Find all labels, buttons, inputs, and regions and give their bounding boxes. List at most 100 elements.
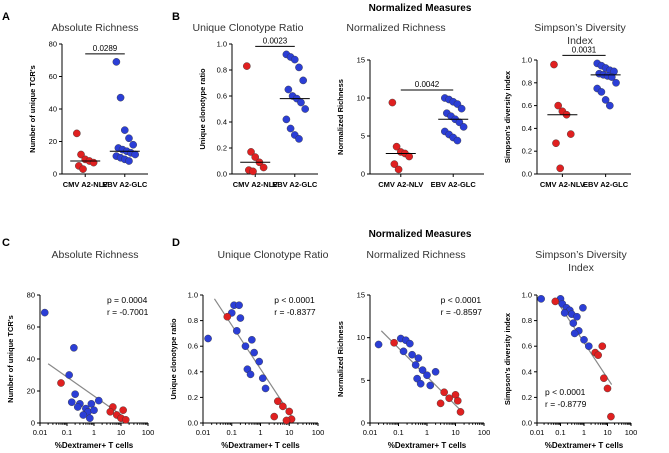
- y-axis-label: Number of unique TCR's: [28, 65, 37, 153]
- y-tick-label: 15: [357, 291, 365, 300]
- ebv-data-point: [284, 85, 293, 94]
- category-label: CMV A2-NLV: [378, 180, 423, 189]
- ebv-data-point: [570, 329, 579, 338]
- ebv-data-point: [125, 134, 133, 143]
- bottom-section-title: Normalized Measures: [369, 229, 472, 240]
- ebv-data-point: [79, 411, 88, 419]
- x-tick-label: 0.01: [530, 428, 545, 437]
- panel-b-normalized-richness: Normalized Richness 0 5 10 15 Normalized Rich…: [336, 22, 484, 189]
- cmv-data-point: [436, 399, 445, 408]
- ebv-data-point: [70, 343, 78, 352]
- y-tick-label: 1.0: [522, 291, 532, 300]
- cmv-data-point: [456, 408, 465, 416]
- y-tick-label: 0.0: [217, 170, 227, 179]
- cmv-data-point: [243, 62, 251, 70]
- ebv-data-point: [301, 105, 309, 113]
- ebv-data-point: [235, 301, 243, 310]
- cmv-data-point: [552, 139, 560, 148]
- ebv-data-point: [65, 371, 73, 379]
- x-tick-label: 100: [478, 428, 491, 437]
- x-tick-label: 0.01: [33, 428, 48, 437]
- category-label: EBV A2-GLC: [431, 180, 477, 189]
- ebv-data-point: [258, 374, 267, 383]
- ebv-data-point: [411, 361, 420, 369]
- ebv-data-point: [236, 314, 245, 322]
- x-tick-label: 100: [142, 428, 155, 437]
- y-tick-label: 10: [357, 94, 365, 103]
- panel-title: Index: [567, 35, 593, 47]
- cmv-data-point: [259, 163, 268, 172]
- y-tick-label: 0.6: [188, 342, 198, 351]
- cmv-data-point: [598, 342, 607, 351]
- panel-title: Unique Clonotype Ratio: [218, 249, 329, 261]
- cmv-data-point: [251, 153, 260, 161]
- ebv-data-point: [295, 135, 303, 143]
- x-tick-label: 1: [425, 428, 429, 437]
- ebv-data-point: [233, 327, 241, 335]
- ebv-data-point: [297, 98, 305, 107]
- ebv-data-point: [71, 390, 79, 399]
- x-tick-label: 1: [92, 428, 96, 437]
- x-tick-label: 10: [117, 428, 125, 437]
- y-tick-label: 0.4: [522, 124, 532, 133]
- category-label: EBV A2-GLC: [272, 180, 318, 189]
- x-tick-label: 0.01: [196, 428, 211, 437]
- p-value-stat: p < 0.0001: [274, 295, 315, 305]
- y-axis-label: Number of unique TCR's: [6, 315, 15, 403]
- y-tick-label: 20: [27, 387, 35, 396]
- cmv-data-point: [390, 160, 399, 168]
- y-tick-label: 40: [27, 355, 35, 364]
- y-axis-label: Simpson's diversity index: [503, 70, 512, 163]
- cmv-data-point: [279, 402, 287, 411]
- cmv-data-point: [274, 397, 282, 406]
- y-tick-label: 0.8: [217, 66, 227, 75]
- y-tick-label: 20: [49, 137, 57, 146]
- x-tick-label: 1: [582, 428, 586, 437]
- ebv-data-point: [399, 347, 408, 356]
- ebv-data-point: [131, 150, 139, 159]
- y-axis-label: Normalized Richness: [336, 79, 345, 155]
- ebv-data-point: [537, 295, 545, 303]
- ebv-data-point: [597, 88, 606, 96]
- ebv-data-point: [612, 79, 620, 87]
- ebv-data-point: [584, 342, 593, 351]
- cmv-data-point: [551, 297, 560, 306]
- cmv-data-point: [119, 406, 127, 415]
- ebv-data-point: [606, 101, 614, 110]
- x-tick-label: 0.1: [62, 428, 72, 437]
- cmv-data-point: [445, 394, 453, 403]
- p-value-label: 0.0289: [93, 44, 118, 53]
- r-value-stat: r = -0.8377: [274, 307, 316, 317]
- ebv-data-point: [431, 367, 440, 376]
- cmv-data-point: [247, 148, 255, 156]
- ebv-data-point: [560, 309, 569, 317]
- panel-letter: A: [2, 11, 10, 23]
- p-value-label: 0.0023: [263, 36, 288, 45]
- panel-a-absolute-richness: A Absolute Richness 0 20 40 60 80 Number of uni…: [2, 11, 148, 189]
- category-label: CMV A2-NLV: [540, 180, 585, 189]
- y-tick-label: 80: [27, 291, 35, 300]
- x-axis-label: %Dextramer+ T cells: [221, 441, 300, 450]
- cmv-data-point: [73, 129, 81, 138]
- ebv-data-point: [248, 335, 256, 344]
- ebv-data-point: [426, 381, 435, 390]
- cmv-data-point: [89, 158, 98, 167]
- ebv-data-point: [94, 396, 103, 405]
- cmv-data-point: [603, 384, 612, 393]
- y-tick-label: 0.6: [522, 342, 532, 351]
- ebv-data-point: [67, 398, 76, 407]
- ebv-data-point: [86, 414, 94, 423]
- x-axis-label: %Dextramer+ T cells: [388, 441, 467, 450]
- x-tick-label: 100: [312, 428, 325, 437]
- y-tick-label: 15: [357, 56, 365, 65]
- ebv-data-point: [286, 124, 295, 133]
- y-axis-label: Normalized Richness: [336, 321, 345, 397]
- cmv-data-point: [121, 415, 130, 424]
- y-tick-label: 5: [361, 132, 365, 141]
- ebv-data-point: [408, 350, 416, 359]
- category-label: CMV A2-NLV: [233, 180, 278, 189]
- panel-title: Simpson’s Diversity: [535, 249, 627, 261]
- x-tick-label: 0.1: [393, 428, 403, 437]
- cmv-data-point: [282, 416, 291, 425]
- ebv-data-point: [282, 115, 291, 124]
